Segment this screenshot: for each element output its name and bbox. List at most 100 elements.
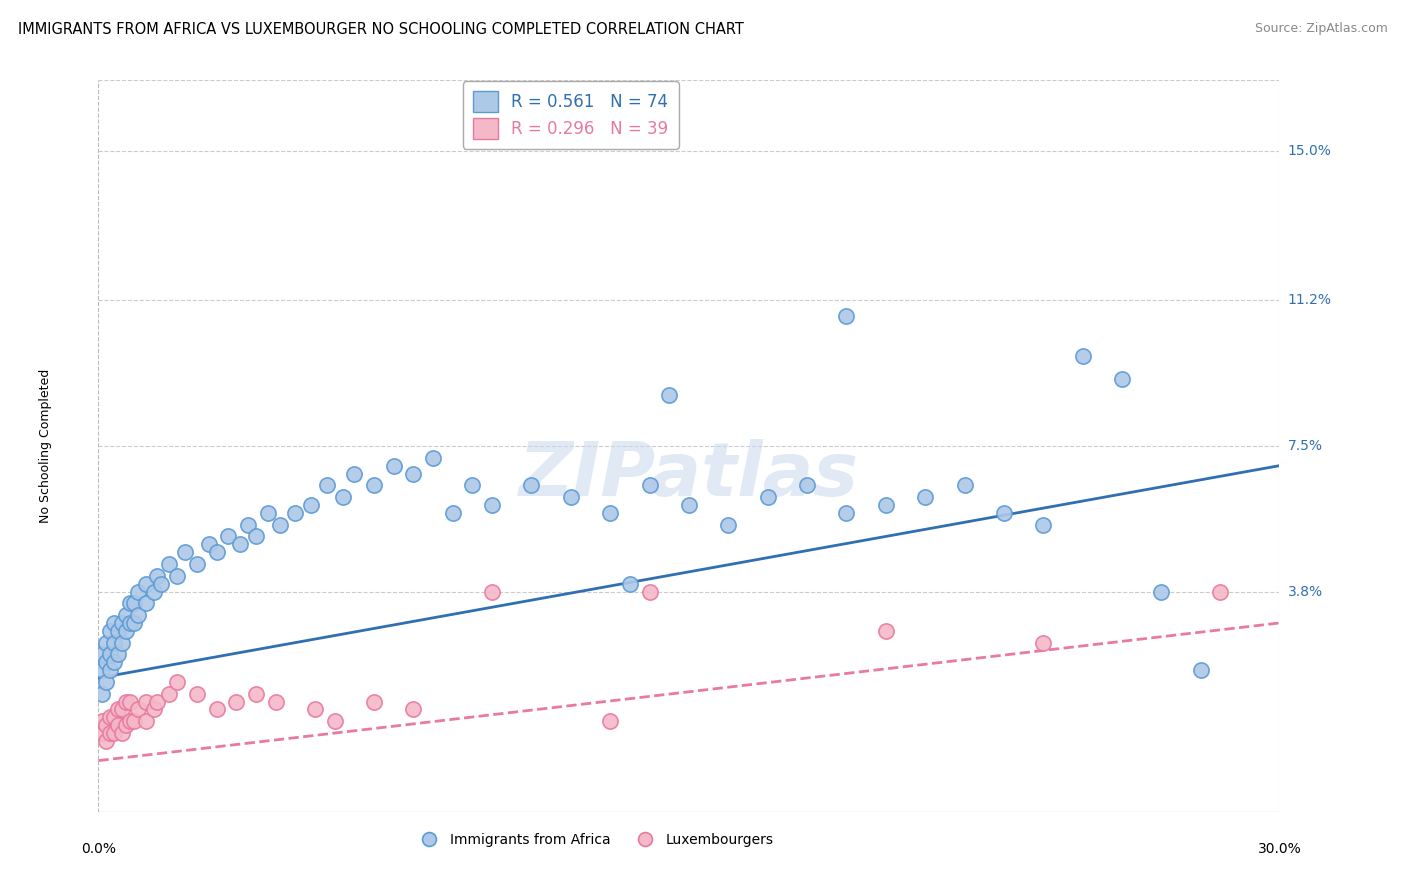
Point <box>96 655 118 669</box>
Point <box>245 529 267 543</box>
Point <box>875 498 897 512</box>
Legend: Immigrants from Africa, Luxembourgers: Immigrants from Africa, Luxembourgers <box>409 827 779 853</box>
Point <box>678 498 700 512</box>
Point <box>402 702 425 716</box>
Point <box>107 648 129 662</box>
Point <box>638 478 661 492</box>
Point <box>382 458 405 473</box>
Point <box>107 718 129 732</box>
Point <box>135 714 157 729</box>
Point <box>236 517 259 532</box>
Point <box>402 467 425 481</box>
Point <box>98 710 121 724</box>
Point <box>122 596 145 610</box>
Point <box>520 478 543 492</box>
Point <box>174 545 197 559</box>
Point <box>96 635 118 649</box>
Point <box>118 695 141 709</box>
Text: IMMIGRANTS FROM AFRICA VS LUXEMBOURGER NO SCHOOLING COMPLETED CORRELATION CHART: IMMIGRANTS FROM AFRICA VS LUXEMBOURGER N… <box>18 22 744 37</box>
Point <box>269 517 291 532</box>
Point <box>146 568 169 582</box>
Point <box>299 498 322 512</box>
Point <box>315 478 337 492</box>
Point <box>756 490 779 504</box>
Point <box>103 615 125 630</box>
Point <box>115 718 138 732</box>
Point <box>953 478 976 492</box>
Point <box>142 702 165 716</box>
Point <box>111 702 134 716</box>
Point <box>157 557 180 571</box>
Point <box>103 655 125 669</box>
Point <box>111 635 134 649</box>
Point <box>118 714 141 729</box>
Point <box>186 557 208 571</box>
Point <box>796 478 818 492</box>
Point <box>658 388 681 402</box>
Point <box>638 584 661 599</box>
Text: Source: ZipAtlas.com: Source: ZipAtlas.com <box>1254 22 1388 36</box>
Point <box>166 568 188 582</box>
Point <box>217 529 239 543</box>
Point <box>256 506 278 520</box>
Point <box>363 478 385 492</box>
Point <box>111 615 134 630</box>
Point <box>135 596 157 610</box>
Point <box>118 596 141 610</box>
Point <box>98 726 121 740</box>
Point <box>835 310 858 324</box>
Point <box>96 734 118 748</box>
Point <box>166 675 188 690</box>
Point <box>150 576 173 591</box>
Point <box>122 615 145 630</box>
Point <box>127 584 149 599</box>
Point <box>91 663 114 677</box>
Point <box>115 695 138 709</box>
Point <box>98 624 121 638</box>
Point <box>197 537 219 551</box>
Point <box>107 702 129 716</box>
Text: 3.8%: 3.8% <box>1288 584 1323 599</box>
Point <box>96 718 118 732</box>
Point <box>225 695 247 709</box>
Point <box>323 714 346 729</box>
Point <box>98 663 121 677</box>
Point <box>481 584 503 599</box>
Point <box>186 687 208 701</box>
Text: 7.5%: 7.5% <box>1288 439 1323 453</box>
Point <box>363 695 385 709</box>
Point <box>1150 584 1173 599</box>
Point <box>91 687 114 701</box>
Point <box>264 695 287 709</box>
Point <box>142 584 165 599</box>
Point <box>118 615 141 630</box>
Point <box>332 490 354 504</box>
Point <box>245 687 267 701</box>
Point <box>107 624 129 638</box>
Text: ZIPatlas: ZIPatlas <box>519 439 859 512</box>
Point <box>1209 584 1232 599</box>
Point <box>103 635 125 649</box>
Point <box>1111 372 1133 386</box>
Point <box>103 710 125 724</box>
Point <box>127 608 149 623</box>
Point <box>146 695 169 709</box>
Point <box>91 648 114 662</box>
Point <box>343 467 366 481</box>
Point <box>1032 517 1054 532</box>
Point <box>115 608 138 623</box>
Point <box>122 714 145 729</box>
Point <box>91 726 114 740</box>
Point <box>993 506 1015 520</box>
Point <box>1189 663 1212 677</box>
Text: No Schooling Completed: No Schooling Completed <box>39 369 52 523</box>
Text: 15.0%: 15.0% <box>1288 145 1331 158</box>
Point <box>619 576 641 591</box>
Point <box>96 675 118 690</box>
Point <box>111 726 134 740</box>
Point <box>135 576 157 591</box>
Point <box>91 714 114 729</box>
Point <box>481 498 503 512</box>
Point <box>560 490 582 504</box>
Point <box>284 506 307 520</box>
